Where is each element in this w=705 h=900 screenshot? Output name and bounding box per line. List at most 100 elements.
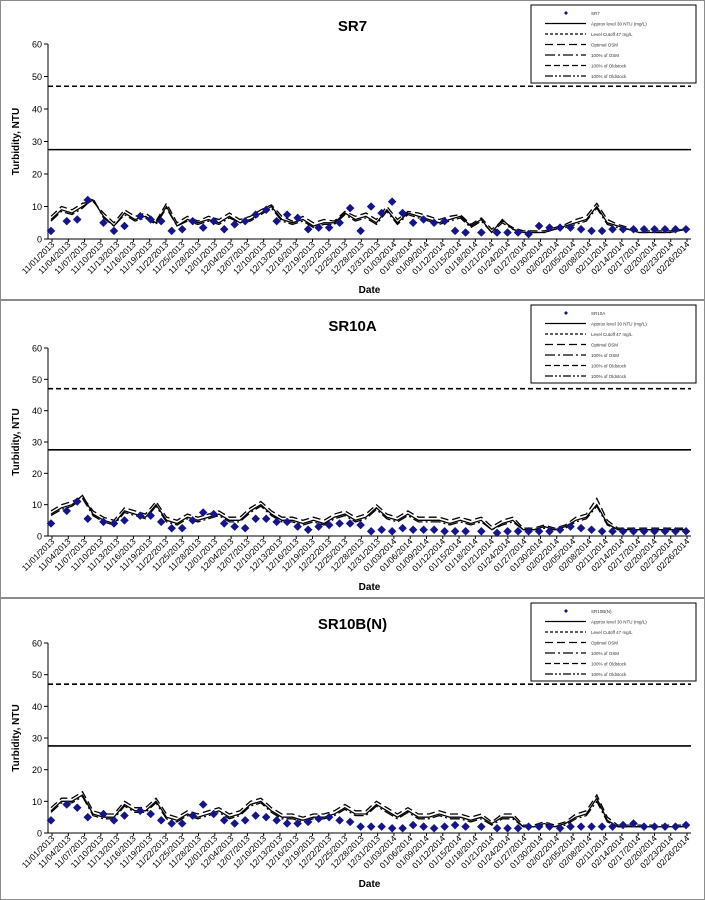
data-point <box>230 522 240 531</box>
legend-label: 100% of OSM <box>591 53 619 58</box>
data-point <box>398 208 407 218</box>
data-point <box>650 822 659 832</box>
chart-panel-3: SR10B(N) 0 10 20 30 40 50 60 Turbidity, NTU 11/01… <box>0 598 705 900</box>
data-point <box>198 800 208 809</box>
data-point <box>671 526 680 536</box>
y-axis-label: Turbidity, NTU <box>11 108 22 175</box>
data-point <box>461 526 470 536</box>
data-point <box>46 815 56 825</box>
series-line <box>50 200 687 232</box>
data-point <box>324 812 334 822</box>
chart-title: SR7 <box>338 18 367 35</box>
data-point <box>576 822 586 832</box>
legend-label: Level Cutoff 47 mg/L <box>591 332 633 337</box>
y-tick-label: 0 <box>37 235 42 245</box>
series-line <box>50 495 686 529</box>
data-point <box>146 511 156 520</box>
data-point <box>156 216 166 226</box>
data-point <box>534 221 544 231</box>
data-point <box>587 525 596 535</box>
data-point <box>282 517 292 527</box>
data-point <box>555 223 565 232</box>
x-axis-label: Date <box>359 879 381 890</box>
data-point <box>608 224 617 234</box>
data-point <box>419 525 428 535</box>
data-point <box>272 216 282 226</box>
data-point <box>356 822 365 832</box>
data-point <box>503 823 512 833</box>
y-axis-label: Turbidity, NTU <box>11 704 22 771</box>
data-point <box>261 205 271 215</box>
data-point <box>83 195 93 205</box>
data-point <box>335 519 344 528</box>
data-point <box>450 526 460 536</box>
data-point <box>545 223 554 232</box>
legend-label: Approx level 30 NTU (mg/L) <box>591 619 647 624</box>
y-tick-label: 50 <box>32 670 42 680</box>
legend-label: 100% of Oldstock <box>591 74 627 79</box>
x-axis-label: Date <box>359 285 381 296</box>
data-point <box>429 823 439 833</box>
y-tick-label: 40 <box>32 406 42 416</box>
data-point <box>608 526 617 536</box>
y-tick-label: 0 <box>37 829 42 839</box>
data-point <box>419 215 428 224</box>
data-point <box>629 224 638 234</box>
data-point <box>109 226 119 236</box>
data-point <box>597 526 607 536</box>
data-point <box>545 822 554 832</box>
data-point <box>293 522 303 531</box>
data-point <box>109 519 119 528</box>
data-point <box>261 514 271 524</box>
data-point <box>398 823 407 833</box>
data-point <box>492 228 502 237</box>
data-point <box>46 226 56 236</box>
data-point <box>272 517 282 527</box>
legend-label: 100% of Oldstock <box>591 374 627 379</box>
data-point <box>177 224 187 234</box>
data-point <box>219 224 229 234</box>
legend-label: Optimal OSM <box>591 42 618 47</box>
data-point <box>282 819 292 828</box>
data-point <box>324 223 334 232</box>
data-point <box>188 515 198 525</box>
data-point <box>146 809 156 819</box>
data-point <box>408 820 418 830</box>
chart-panel-1: SR7 0 10 20 30 40 50 60 Turbidity, NTU 11/01/2013… <box>0 0 705 300</box>
data-point <box>303 817 313 827</box>
data-point <box>120 811 129 820</box>
chart-title: SR10B(N) <box>318 616 387 633</box>
data-point <box>366 822 376 832</box>
data-point <box>534 822 544 832</box>
data-point <box>303 224 313 234</box>
series-line <box>50 197 687 234</box>
data-point <box>282 210 292 219</box>
data-point <box>450 226 460 236</box>
data-point <box>240 815 250 825</box>
data-point <box>209 509 219 519</box>
data-point <box>681 820 691 830</box>
legend-label: SR10A <box>591 311 605 316</box>
legend-label: 100% of Oldstock <box>591 661 627 666</box>
data-point <box>209 216 219 226</box>
data-point <box>461 822 470 832</box>
data-point <box>566 822 575 832</box>
data-point <box>639 822 649 832</box>
data-point <box>555 823 565 833</box>
legend-label: Optimal OSM <box>591 342 618 347</box>
data-point <box>120 515 129 525</box>
data-point <box>660 224 670 234</box>
data-point <box>72 215 82 224</box>
data-point <box>156 815 166 825</box>
y-tick-label: 30 <box>32 734 42 744</box>
data-point <box>576 523 586 533</box>
data-point <box>99 218 108 228</box>
data-point <box>492 823 502 833</box>
data-point <box>109 815 119 825</box>
y-tick-label: 10 <box>32 500 42 510</box>
data-point <box>503 228 512 237</box>
data-point <box>429 525 439 535</box>
data-point <box>261 812 271 822</box>
data-point <box>608 822 617 832</box>
